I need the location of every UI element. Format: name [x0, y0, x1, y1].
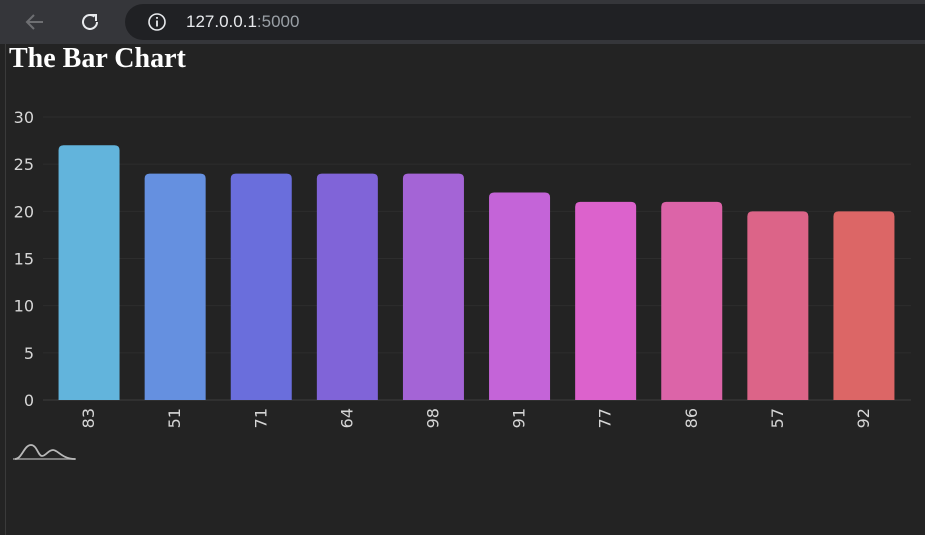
bar	[230, 173, 292, 400]
x-tick-label: 71	[251, 408, 270, 428]
y-tick-label: 5	[24, 344, 34, 363]
x-tick-label: 98	[423, 408, 442, 428]
bar	[58, 145, 120, 400]
x-tick-label: 83	[79, 408, 98, 428]
bar	[833, 211, 895, 400]
url-host: 127.0.0.1	[186, 12, 257, 31]
x-tick-label: 51	[165, 408, 184, 428]
bar	[144, 173, 206, 400]
browser-toolbar: 127.0.0.1:5000	[0, 0, 925, 44]
address-bar[interactable]: 127.0.0.1:5000	[125, 4, 925, 40]
x-tick-label: 92	[854, 408, 873, 428]
bar	[747, 211, 809, 400]
x-tick-label: 77	[596, 408, 615, 428]
y-tick-label: 0	[24, 391, 34, 410]
y-tick-label: 30	[14, 108, 34, 127]
plotting-library-logo[interactable]	[12, 440, 78, 462]
x-tick-label: 86	[682, 408, 701, 428]
url-port: :5000	[256, 12, 300, 31]
bar-chart: 0 5 10 15 20 25 30 83 51 71 64 98 91 77 86 57 92	[14, 108, 911, 428]
page-title: The Bar Chart	[9, 43, 186, 74]
bar	[661, 201, 723, 400]
x-tick-label: 57	[768, 408, 787, 428]
y-tick-label: 20	[14, 202, 34, 221]
back-button[interactable]	[20, 7, 50, 37]
y-tick-label: 10	[14, 297, 34, 316]
y-tick-label: 25	[14, 155, 34, 174]
bar	[316, 173, 378, 400]
x-tick-label: 64	[337, 408, 356, 428]
url-text[interactable]: 127.0.0.1:5000	[186, 12, 299, 32]
bar	[489, 192, 551, 400]
info-icon[interactable]	[147, 12, 167, 32]
bar	[575, 201, 637, 400]
back-arrow-icon	[25, 14, 43, 30]
page-content: The Bar Chart 0 5 10 15 20 25 30 83 51 71 64 98 91 77…	[5, 43, 925, 535]
bar	[402, 173, 464, 400]
reload-icon	[82, 13, 98, 30]
reload-button[interactable]	[75, 7, 105, 37]
y-tick-label: 15	[14, 250, 34, 269]
x-tick-label: 91	[510, 408, 529, 428]
